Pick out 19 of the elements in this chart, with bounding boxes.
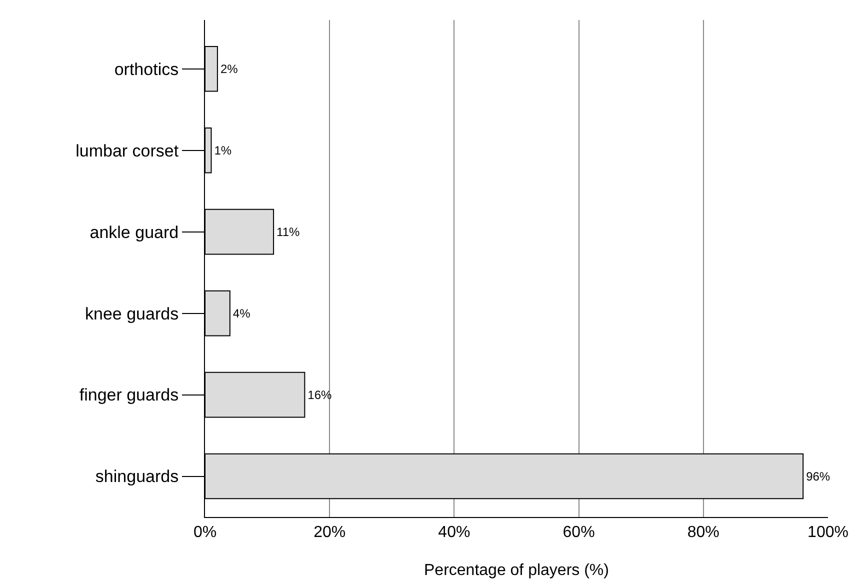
x-axis-title: Percentage of players (%) (424, 562, 609, 579)
data-label: 11% (276, 224, 300, 239)
y-tick-label: orthotics (114, 60, 179, 79)
y-tick-label: lumbar corset (76, 141, 179, 160)
data-label: 96% (806, 469, 830, 484)
y-tick-label: shinguards (95, 467, 179, 486)
x-tick-label: 80% (687, 524, 720, 542)
x-tick-label: 100% (808, 524, 848, 542)
y-tick-label: finger guards (79, 386, 179, 405)
data-label: 1% (214, 143, 232, 158)
data-label: 2% (220, 62, 238, 76)
data-label: 16% (308, 388, 332, 402)
x-tick-label: 20% (314, 524, 346, 542)
x-tick-label: 40% (438, 524, 470, 542)
data-label: 4% (232, 306, 251, 320)
x-tick-label: 0% (193, 524, 217, 542)
x-tick-label: 60% (562, 524, 595, 542)
y-tick-label: knee guards (85, 304, 179, 324)
y-tick-label: ankle guard (90, 222, 179, 242)
